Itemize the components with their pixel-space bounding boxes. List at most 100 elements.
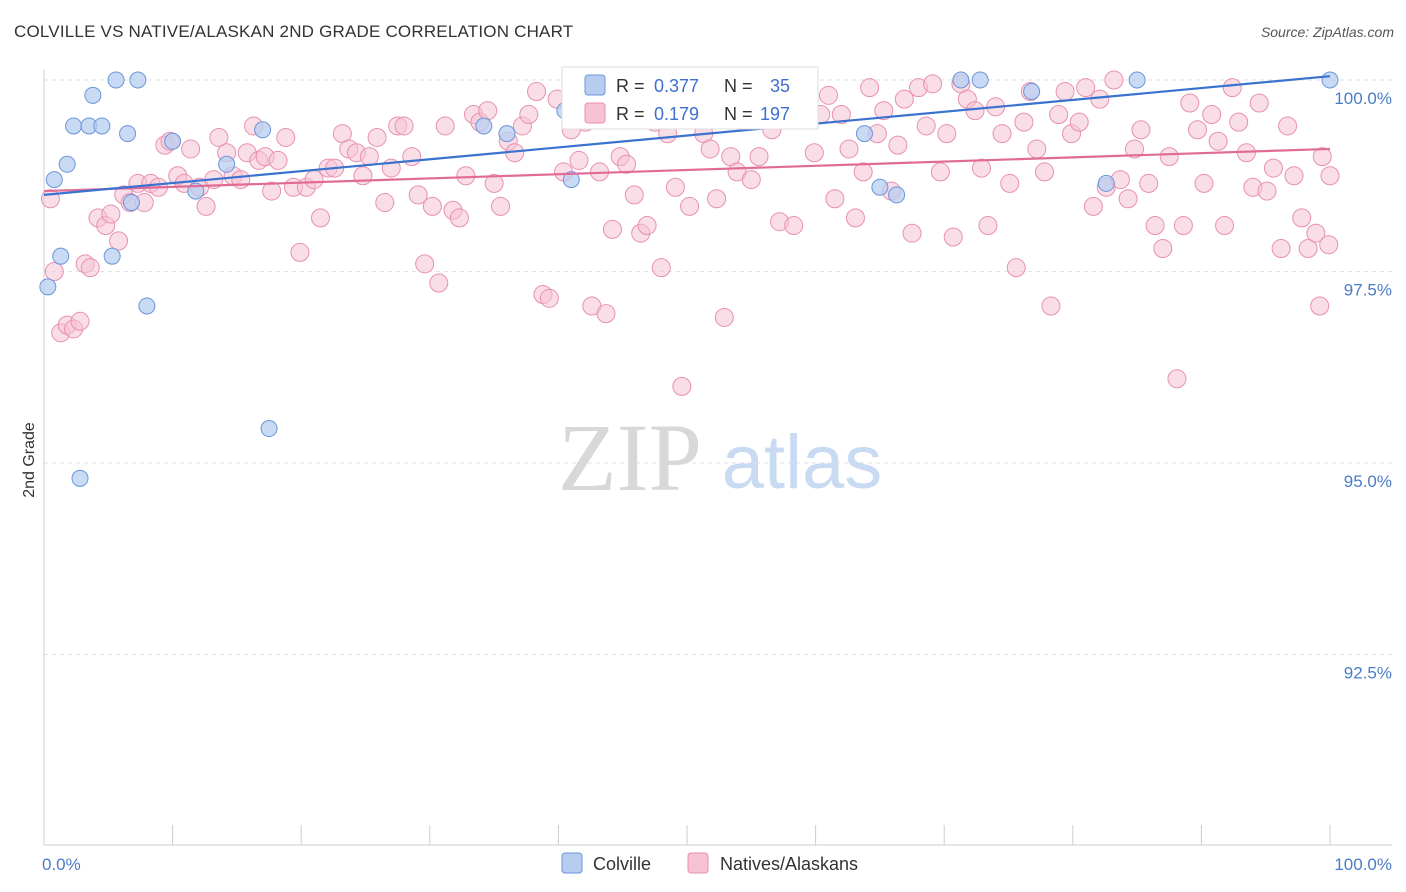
native-point-86 bbox=[624, 185, 644, 205]
stats-r-value-colville: 0.377 bbox=[654, 76, 699, 96]
native-point-135 bbox=[965, 101, 985, 121]
native-point-38 bbox=[290, 242, 310, 262]
native-point-90 bbox=[651, 258, 671, 278]
native-point-10 bbox=[101, 204, 121, 224]
native-point-103 bbox=[741, 170, 761, 190]
native-point-104 bbox=[749, 147, 769, 167]
x-tick-labels: 0.0% 100.0% bbox=[42, 855, 1392, 874]
colville-point-11 bbox=[119, 125, 137, 143]
native-point-160 bbox=[1139, 173, 1159, 193]
legend-swatch-colville bbox=[561, 852, 583, 874]
native-point-145 bbox=[1035, 162, 1055, 182]
native-point-126 bbox=[902, 223, 922, 243]
native-point-83 bbox=[602, 219, 622, 239]
native-point-141 bbox=[1006, 258, 1026, 278]
native-point-57 bbox=[422, 196, 442, 216]
native-point-140 bbox=[1000, 173, 1020, 193]
colville-point-18 bbox=[254, 121, 272, 139]
colville-point-31 bbox=[1023, 82, 1041, 100]
native-point-176 bbox=[1249, 93, 1269, 113]
native-point-153 bbox=[1090, 89, 1110, 109]
stats-n-label-native: N = bbox=[724, 104, 753, 124]
legend-label-colville: Colville bbox=[593, 854, 651, 874]
native-point-168 bbox=[1194, 173, 1214, 193]
native-point-71 bbox=[519, 104, 539, 124]
native-point-185 bbox=[1312, 147, 1332, 167]
native-point-178 bbox=[1263, 158, 1283, 178]
native-point-159 bbox=[1131, 120, 1151, 140]
colville-point-8 bbox=[93, 117, 111, 135]
colville-point-12 bbox=[122, 194, 140, 212]
watermark-atlas: atlas bbox=[722, 420, 883, 505]
native-point-85 bbox=[617, 154, 637, 174]
native-point-131 bbox=[937, 124, 957, 144]
native-point-48 bbox=[359, 147, 379, 167]
native-point-118 bbox=[845, 208, 865, 228]
colville-point-17 bbox=[218, 155, 236, 173]
native-point-62 bbox=[456, 166, 476, 186]
y-tick-label-3: 92.5% bbox=[1344, 664, 1392, 683]
native-point-82 bbox=[596, 304, 616, 324]
native-point-124 bbox=[888, 135, 908, 155]
native-point-98 bbox=[707, 189, 727, 209]
native-point-164 bbox=[1167, 369, 1187, 389]
colville-point-13 bbox=[129, 71, 147, 89]
colville-point-2 bbox=[52, 247, 70, 265]
native-point-115 bbox=[825, 189, 845, 209]
native-point-152 bbox=[1083, 196, 1103, 216]
native-point-166 bbox=[1180, 93, 1200, 113]
native-point-50 bbox=[375, 193, 395, 213]
native-point-146 bbox=[1041, 296, 1061, 316]
native-point-161 bbox=[1145, 216, 1165, 236]
native-point-99 bbox=[714, 307, 734, 327]
colville-point-7 bbox=[84, 86, 102, 104]
x-tick-label-left: 0.0% bbox=[42, 855, 81, 874]
native-point-112 bbox=[804, 143, 824, 163]
native-point-78 bbox=[569, 150, 589, 170]
bottom-legend: Colville Natives/Alaskans bbox=[561, 852, 858, 874]
native-point-59 bbox=[435, 116, 455, 136]
native-point-54 bbox=[402, 147, 422, 167]
native-point-24 bbox=[196, 196, 216, 216]
native-point-165 bbox=[1173, 216, 1193, 236]
native-point-180 bbox=[1278, 116, 1298, 136]
native-point-7 bbox=[80, 258, 100, 278]
stats-swatch-colville bbox=[584, 74, 606, 96]
colville-point-28 bbox=[888, 186, 906, 204]
y-tick-label-0: 100.0% bbox=[1334, 89, 1392, 108]
native-point-58 bbox=[429, 273, 449, 293]
native-point-88 bbox=[637, 216, 657, 236]
colville-point-20 bbox=[475, 117, 493, 135]
colville-point-34 bbox=[1321, 71, 1339, 89]
colville-point-19 bbox=[260, 420, 278, 438]
native-point-120 bbox=[860, 78, 880, 98]
colville-point-14 bbox=[138, 297, 156, 315]
colville-point-23 bbox=[562, 171, 580, 189]
native-point-181 bbox=[1284, 166, 1304, 186]
axes bbox=[43, 70, 1392, 846]
native-point-93 bbox=[672, 376, 692, 396]
colville-point-29 bbox=[952, 71, 970, 89]
stats-r-label-native: R = bbox=[616, 104, 645, 124]
colville-point-26 bbox=[855, 125, 873, 143]
colville-point-1 bbox=[45, 171, 63, 189]
native-point-55 bbox=[408, 185, 428, 205]
watermark-zip: ZIP bbox=[558, 404, 702, 511]
native-point-41 bbox=[310, 208, 330, 228]
native-point-184 bbox=[1306, 223, 1326, 243]
native-point-128 bbox=[916, 116, 936, 136]
stats-r-value-native: 0.179 bbox=[654, 104, 699, 124]
legend-swatch-native bbox=[687, 852, 709, 874]
native-point-53 bbox=[394, 116, 414, 136]
native-point-109 bbox=[784, 216, 804, 236]
native-point-163 bbox=[1159, 147, 1179, 167]
stats-swatch-native bbox=[584, 102, 606, 124]
x-tick-label-right: 100.0% bbox=[1334, 855, 1392, 874]
colville-point-32 bbox=[1097, 174, 1115, 192]
native-point-183 bbox=[1298, 239, 1318, 259]
stats-n-value-colville: 35 bbox=[770, 76, 790, 96]
native-point-186 bbox=[1319, 235, 1339, 255]
stats-r-label-colville: R = bbox=[616, 76, 645, 96]
colville-point-30 bbox=[971, 71, 989, 89]
